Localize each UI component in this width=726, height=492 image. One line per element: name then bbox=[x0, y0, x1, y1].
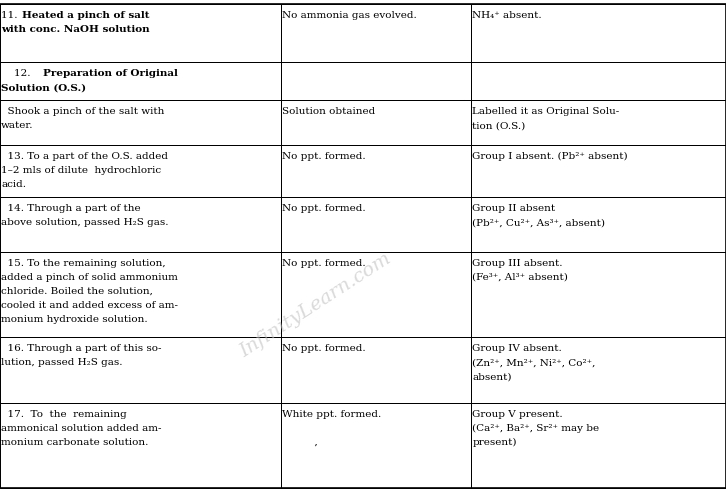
Bar bbox=[281, 145, 471, 197]
Text: absent): absent) bbox=[472, 372, 512, 381]
Bar bbox=[471, 403, 726, 488]
Text: added a pinch of solid ammonium: added a pinch of solid ammonium bbox=[1, 273, 178, 282]
Bar bbox=[0, 62, 281, 100]
Text: No ppt. formed.: No ppt. formed. bbox=[282, 152, 366, 161]
Text: lution, passed H₂S gas.: lution, passed H₂S gas. bbox=[1, 358, 123, 367]
Text: 15. To the remaining solution,: 15. To the remaining solution, bbox=[1, 259, 166, 268]
Text: No ppt. formed.: No ppt. formed. bbox=[282, 344, 366, 353]
Bar bbox=[471, 252, 726, 337]
Text: (Fe³⁺, Al³⁺ absent): (Fe³⁺, Al³⁺ absent) bbox=[472, 273, 568, 282]
Text: (Pb²⁺, Cu²⁺, As³⁺, absent): (Pb²⁺, Cu²⁺, As³⁺, absent) bbox=[472, 218, 605, 227]
Text: above solution, passed H₂S gas.: above solution, passed H₂S gas. bbox=[1, 218, 168, 227]
Bar bbox=[0, 4, 281, 62]
Text: 17.  To  the  remaining: 17. To the remaining bbox=[1, 410, 127, 419]
Text: cooled it and added excess of am-: cooled it and added excess of am- bbox=[1, 301, 178, 310]
Bar bbox=[281, 403, 471, 488]
Bar bbox=[281, 337, 471, 403]
Text: Solution (O.S.): Solution (O.S.) bbox=[1, 83, 86, 92]
Bar bbox=[281, 252, 471, 337]
Bar bbox=[471, 145, 726, 197]
Text: Solution obtained: Solution obtained bbox=[282, 107, 375, 116]
Bar bbox=[0, 403, 281, 488]
Text: Heated a pinch of salt: Heated a pinch of salt bbox=[22, 11, 150, 20]
Text: acid.: acid. bbox=[1, 180, 26, 189]
Bar bbox=[0, 145, 281, 197]
Text: monium hydroxide solution.: monium hydroxide solution. bbox=[1, 315, 147, 324]
Text: Group IV absent.: Group IV absent. bbox=[472, 344, 562, 353]
Text: 11.: 11. bbox=[1, 11, 21, 20]
Text: ammonical solution added am-: ammonical solution added am- bbox=[1, 424, 161, 433]
Text: InfinityLearn.com: InfinityLearn.com bbox=[237, 249, 395, 361]
Bar bbox=[471, 4, 726, 62]
Bar bbox=[0, 337, 281, 403]
Text: Shook a pinch of the salt with: Shook a pinch of the salt with bbox=[1, 107, 164, 116]
Bar bbox=[0, 197, 281, 252]
Bar bbox=[281, 4, 471, 62]
Bar bbox=[471, 197, 726, 252]
Bar bbox=[281, 100, 471, 145]
Bar bbox=[0, 252, 281, 337]
Bar bbox=[471, 62, 726, 100]
Text: Group II absent: Group II absent bbox=[472, 204, 555, 213]
Bar bbox=[471, 337, 726, 403]
Text: 13. To a part of the O.S. added: 13. To a part of the O.S. added bbox=[1, 152, 168, 161]
Text: monium carbonate solution.: monium carbonate solution. bbox=[1, 438, 148, 447]
Text: water.: water. bbox=[1, 122, 33, 130]
Text: Labelled it as Original Solu-: Labelled it as Original Solu- bbox=[472, 107, 619, 116]
Text: Preparation of Original: Preparation of Original bbox=[43, 69, 178, 78]
Text: No ppt. formed.: No ppt. formed. bbox=[282, 204, 366, 213]
Text: No ammonia gas evolved.: No ammonia gas evolved. bbox=[282, 11, 417, 20]
Text: Group V present.: Group V present. bbox=[472, 410, 563, 419]
Text: chloride. Boiled the solution,: chloride. Boiled the solution, bbox=[1, 287, 153, 296]
Text: 12.: 12. bbox=[1, 69, 33, 78]
Text: NH₄⁺ absent.: NH₄⁺ absent. bbox=[472, 11, 542, 20]
Bar bbox=[0, 100, 281, 145]
Text: 14. Through a part of the: 14. Through a part of the bbox=[1, 204, 141, 213]
Text: tion (O.S.): tion (O.S.) bbox=[472, 122, 526, 130]
Text: No ppt. formed.: No ppt. formed. bbox=[282, 259, 366, 268]
Text: with conc. NaOH solution: with conc. NaOH solution bbox=[1, 25, 150, 34]
Text: 1–2 mls of dilute  hydrochloric: 1–2 mls of dilute hydrochloric bbox=[1, 166, 161, 175]
Text: Group III absent.: Group III absent. bbox=[472, 259, 563, 268]
Text: 16. Through a part of this so-: 16. Through a part of this so- bbox=[1, 344, 161, 353]
Text: present): present) bbox=[472, 438, 517, 447]
Bar bbox=[471, 100, 726, 145]
Text: (Zn²⁺, Mn²⁺, Ni²⁺, Co²⁺,: (Zn²⁺, Mn²⁺, Ni²⁺, Co²⁺, bbox=[472, 358, 595, 367]
Text: ,: , bbox=[282, 438, 318, 447]
Bar bbox=[281, 62, 471, 100]
Bar bbox=[281, 197, 471, 252]
Text: Group I absent. (Pb²⁺ absent): Group I absent. (Pb²⁺ absent) bbox=[472, 152, 628, 161]
Text: (Ca²⁺, Ba²⁺, Sr²⁺ may be: (Ca²⁺, Ba²⁺, Sr²⁺ may be bbox=[472, 424, 599, 433]
Text: White ppt. formed.: White ppt. formed. bbox=[282, 410, 381, 419]
